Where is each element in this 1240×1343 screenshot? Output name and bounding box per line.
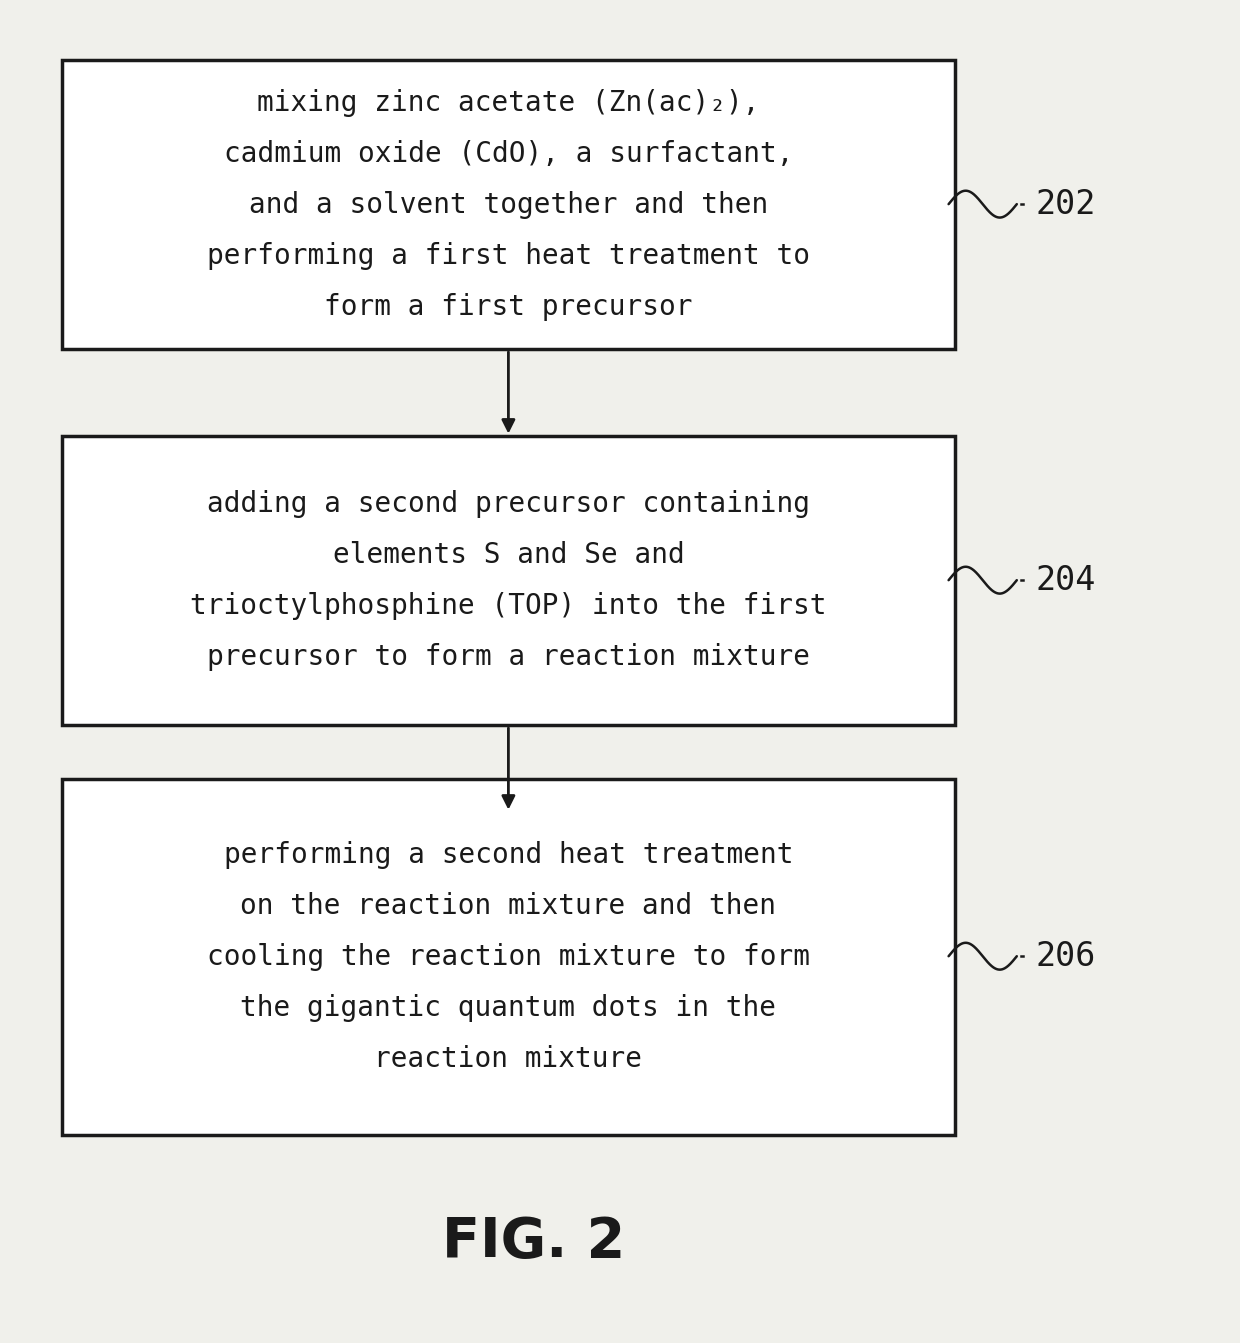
Text: 204: 204 bbox=[1035, 564, 1096, 596]
Text: cooling the reaction mixture to form: cooling the reaction mixture to form bbox=[207, 943, 810, 971]
Text: 206: 206 bbox=[1035, 940, 1096, 972]
Text: cadmium oxide (CdO), a surfactant,: cadmium oxide (CdO), a surfactant, bbox=[223, 140, 794, 168]
Text: on the reaction mixture and then: on the reaction mixture and then bbox=[241, 892, 776, 920]
Text: FIG. 2: FIG. 2 bbox=[441, 1215, 625, 1269]
Text: mixing zinc acetate (Zn(ac)₂),: mixing zinc acetate (Zn(ac)₂), bbox=[257, 89, 760, 117]
Text: performing a second heat treatment: performing a second heat treatment bbox=[223, 841, 794, 869]
Text: precursor to form a reaction mixture: precursor to form a reaction mixture bbox=[207, 643, 810, 672]
Text: reaction mixture: reaction mixture bbox=[374, 1045, 642, 1073]
FancyBboxPatch shape bbox=[62, 779, 955, 1135]
FancyBboxPatch shape bbox=[62, 436, 955, 725]
Text: 202: 202 bbox=[1035, 188, 1096, 220]
Text: form a first precursor: form a first precursor bbox=[324, 293, 693, 321]
Text: the gigantic quantum dots in the: the gigantic quantum dots in the bbox=[241, 994, 776, 1022]
Text: and a solvent together and then: and a solvent together and then bbox=[249, 191, 768, 219]
FancyBboxPatch shape bbox=[62, 60, 955, 349]
Text: elements S and Se and: elements S and Se and bbox=[332, 541, 684, 569]
Text: performing a first heat treatment to: performing a first heat treatment to bbox=[207, 242, 810, 270]
Text: trioctylphosphine (TOP) into the first: trioctylphosphine (TOP) into the first bbox=[190, 592, 827, 620]
Text: adding a second precursor containing: adding a second precursor containing bbox=[207, 490, 810, 518]
